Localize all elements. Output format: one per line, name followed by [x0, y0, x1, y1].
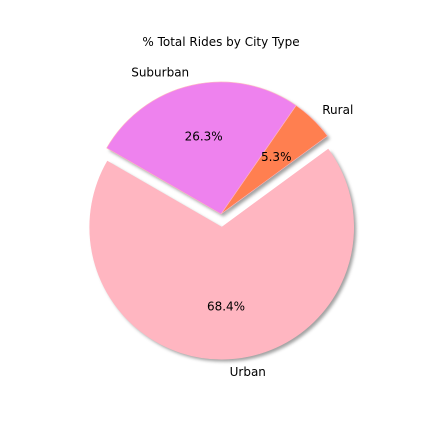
chart-title: % Total Rides by City Type — [142, 35, 299, 49]
slice-label-rural: Rural — [322, 103, 353, 117]
slice-pct-urban: 68.4% — [207, 299, 245, 313]
slice-label-suburban: Suburban — [131, 65, 189, 79]
slice-pct-suburban: 26.3% — [185, 130, 223, 144]
slice-labels: Urban 68.4% Rural 5.3% Suburban 26.3% — [131, 65, 353, 379]
slice-pct-rural: 5.3% — [261, 150, 292, 164]
slices — [89, 81, 355, 360]
slice-suburban — [106, 81, 297, 215]
slice-urban — [89, 148, 355, 360]
slice-label-urban: Urban — [230, 365, 266, 379]
